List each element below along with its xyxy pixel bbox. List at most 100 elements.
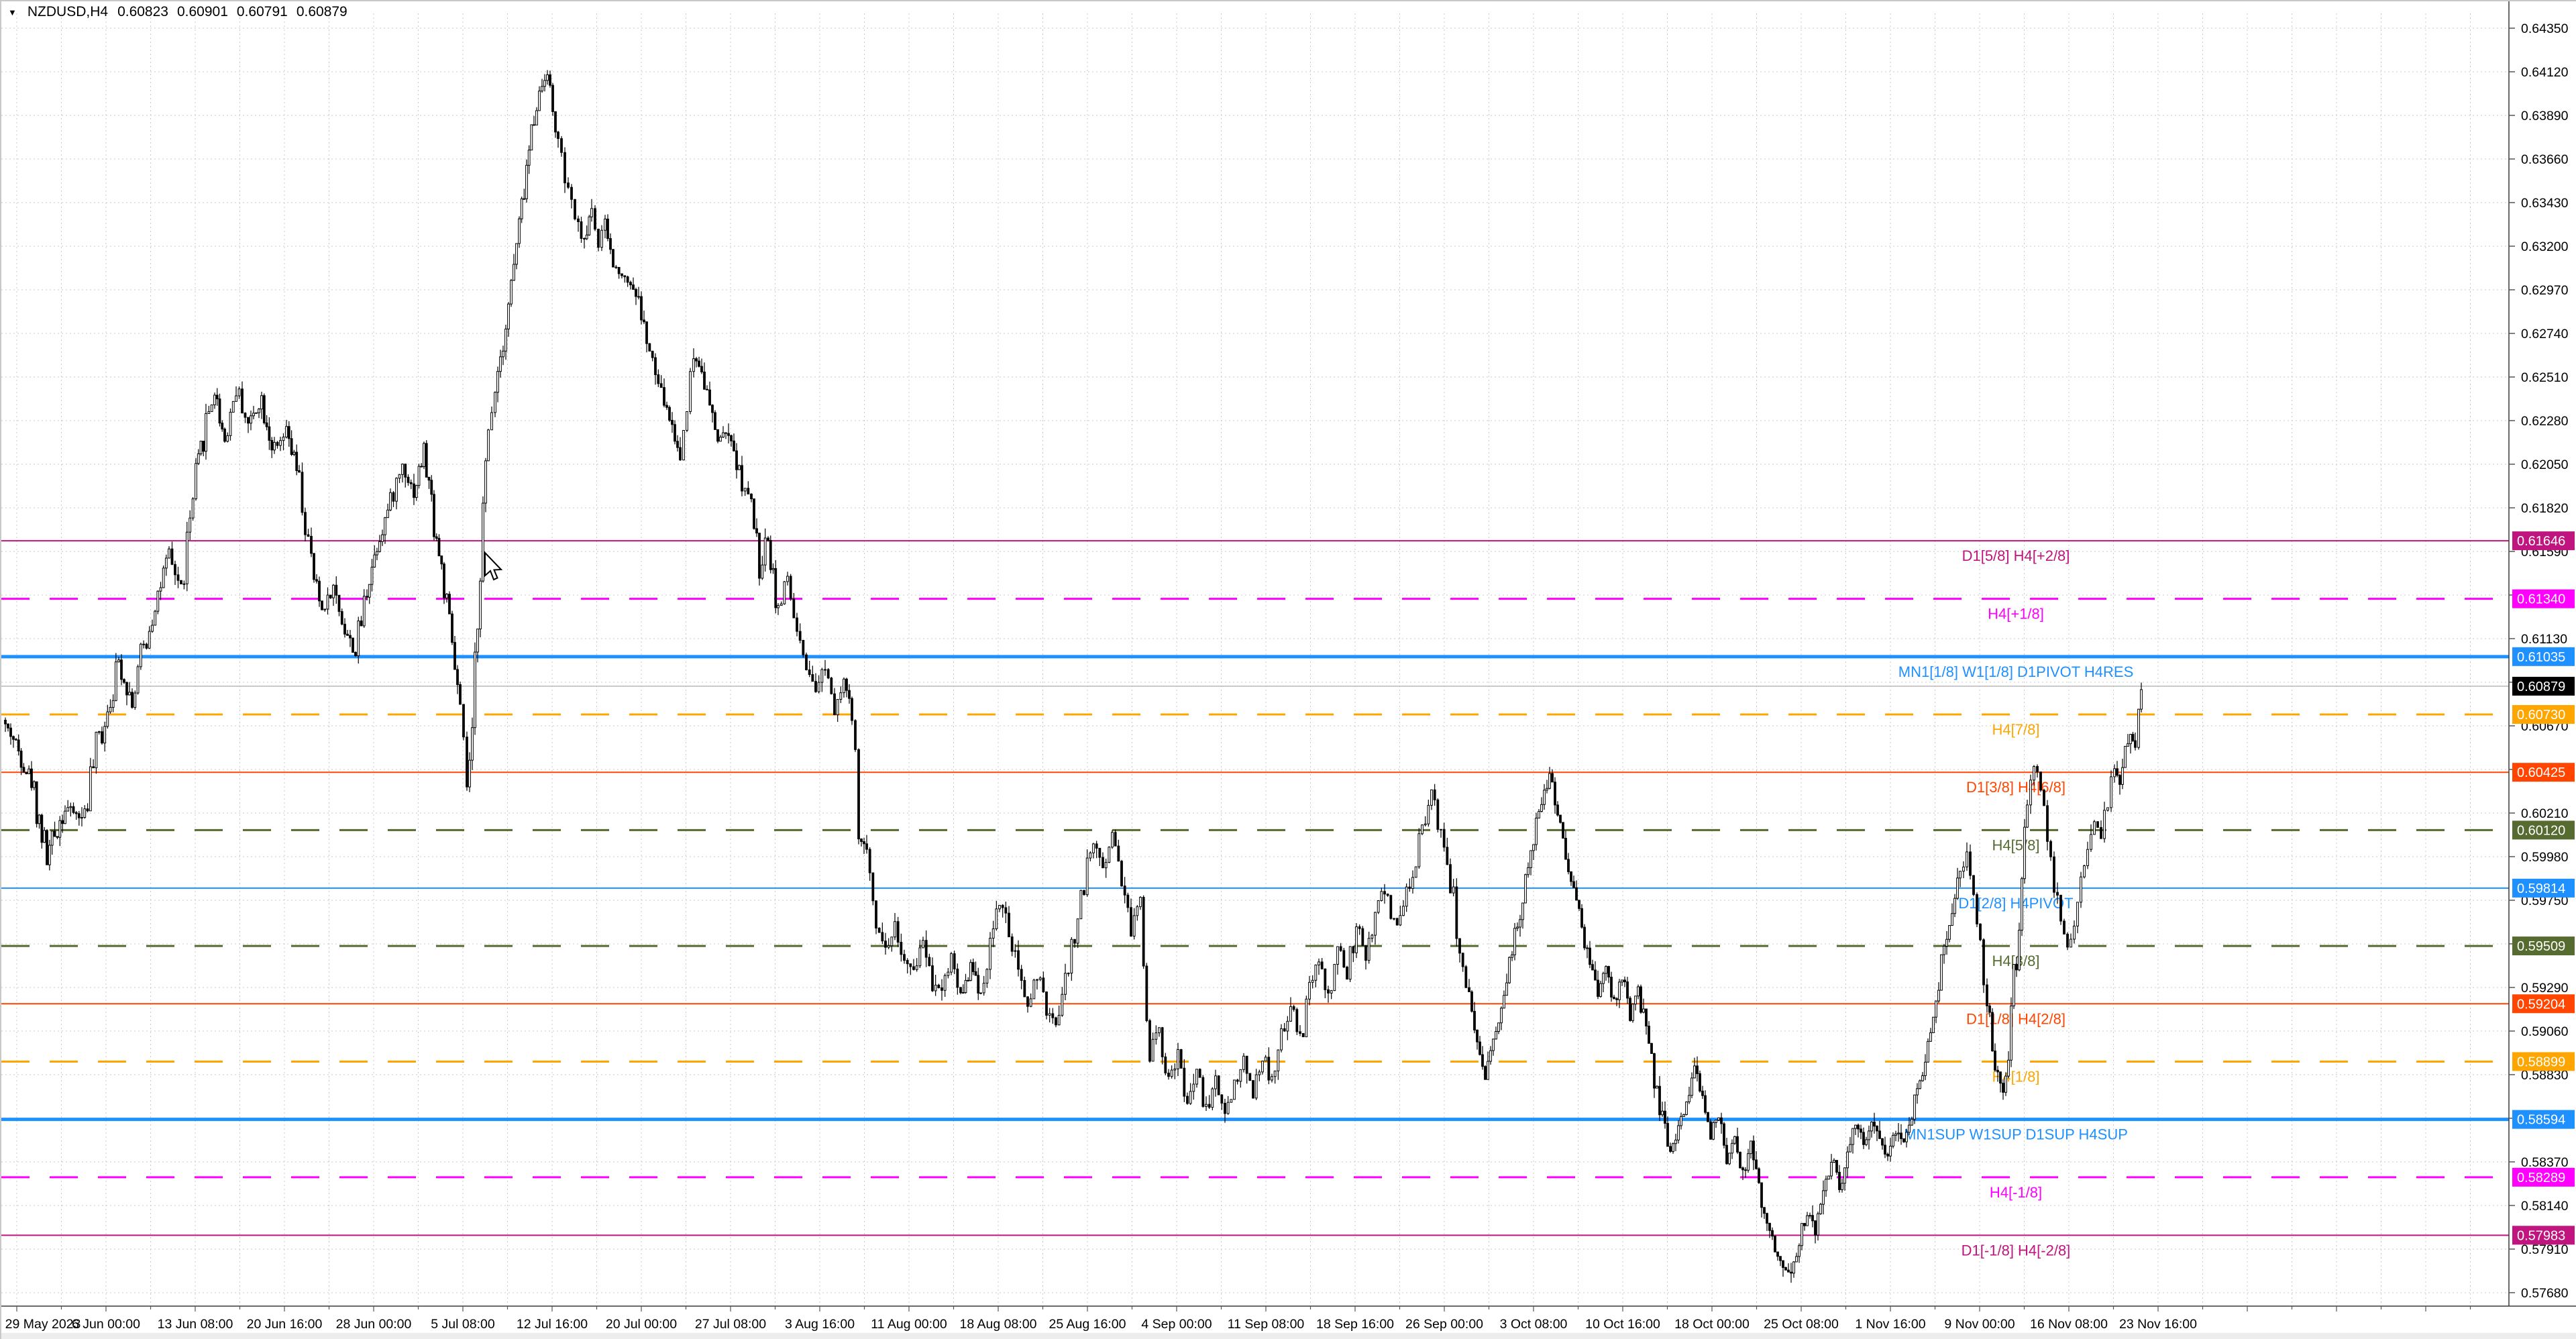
candle: [1884, 1144, 1886, 1155]
candle: [1048, 1013, 1051, 1016]
candle: [2056, 892, 2059, 896]
candle: [2053, 856, 2055, 893]
candle: [1567, 859, 1570, 872]
candle: [423, 443, 425, 467]
candle: [1924, 1061, 1927, 1076]
candle: [998, 904, 1001, 910]
candle: [609, 238, 612, 250]
candle: [1242, 1055, 1245, 1070]
candle: [808, 670, 811, 675]
candle: [843, 678, 845, 694]
candle: [1540, 804, 1543, 812]
candle: [574, 199, 576, 219]
candle: [1301, 1033, 1305, 1038]
candle: [1586, 947, 1589, 949]
candle: [695, 358, 698, 362]
candle: [1481, 1054, 1484, 1067]
candlestick-series: [4, 70, 2143, 1283]
candle: [1833, 1160, 1835, 1163]
candle: [1937, 989, 1940, 1002]
candle: [1690, 1077, 1693, 1096]
candle: [1424, 823, 1427, 826]
candle: [1095, 843, 1098, 849]
candle: [252, 413, 255, 417]
candle: [413, 483, 415, 498]
candle: [769, 540, 772, 570]
candle: [1258, 1071, 1261, 1075]
candle: [285, 426, 288, 437]
candle: [1873, 1122, 1876, 1127]
candle: [881, 932, 884, 942]
candle: [453, 642, 456, 670]
candle: [1020, 969, 1023, 981]
candle: [894, 921, 896, 938]
candle: [839, 692, 843, 700]
candle: [1674, 1139, 1677, 1144]
candle: [1017, 950, 1020, 970]
candle: [17, 739, 20, 751]
time-tick-label: 11 Sep 08:00: [1228, 1317, 1305, 1332]
candle: [1543, 790, 1546, 805]
candle: [1527, 867, 1529, 875]
candle: [86, 808, 89, 812]
candle: [551, 85, 554, 112]
candle: [1299, 1031, 1301, 1034]
candle: [1688, 1095, 1690, 1103]
candle: [1311, 979, 1314, 983]
candle: [445, 594, 448, 598]
candle: [1615, 998, 1618, 1000]
time-tick-label: 3 Oct 08:00: [1500, 1317, 1568, 1332]
candle: [1524, 874, 1527, 904]
candle: [1599, 983, 1602, 997]
candle: [1900, 1132, 1902, 1139]
candle: [2015, 964, 2018, 971]
candle: [321, 600, 323, 610]
candle: [1835, 1160, 1838, 1173]
candle: [1417, 833, 1421, 867]
price-tick-label: 0.57910: [2521, 1242, 2569, 1257]
candle: [1865, 1139, 1868, 1145]
candle: [1038, 977, 1042, 980]
candle: [2113, 768, 2116, 778]
candle: [170, 548, 174, 565]
candle: [1843, 1167, 1846, 1184]
candle: [814, 681, 817, 692]
candle: [1155, 1032, 1158, 1040]
time-tick-label: 25 Oct 08:00: [1764, 1317, 1839, 1332]
candle: [151, 625, 154, 632]
candle: [1132, 915, 1136, 936]
candle: [674, 424, 676, 442]
candle: [1442, 828, 1446, 848]
candle: [2134, 740, 2137, 748]
candle: [767, 537, 769, 541]
candle: [783, 581, 786, 604]
candle: [510, 280, 513, 305]
candle: [590, 208, 593, 217]
candle: [1623, 979, 1626, 983]
candle: [1763, 1207, 1766, 1214]
price-axis[interactable]: 0.64350 0.64120 0.63890 0.63660 0.63430 0.632…: [2509, 21, 2575, 1301]
candle: [1562, 822, 1564, 839]
time-tick-label: 16 Nov 08:00: [2030, 1317, 2108, 1332]
candle: [48, 845, 51, 865]
candle: [326, 594, 329, 610]
candle: [771, 568, 775, 570]
candle: [1464, 966, 1468, 988]
candle: [1862, 1132, 1865, 1145]
candle: [40, 814, 44, 843]
candle: [2127, 743, 2129, 747]
candle: [635, 288, 637, 297]
chart-dropdown-icon[interactable]: ▼: [8, 7, 17, 17]
candle: [1355, 926, 1358, 953]
candle: [2018, 930, 2021, 971]
candle: [906, 960, 909, 965]
candle: [159, 587, 162, 592]
candle: [1314, 964, 1318, 981]
candle: [1377, 900, 1380, 913]
candle: [877, 928, 881, 933]
time-tick-label: 20 Jun 16:00: [247, 1317, 323, 1332]
candle: [1613, 996, 1615, 1000]
candle: [401, 464, 404, 475]
